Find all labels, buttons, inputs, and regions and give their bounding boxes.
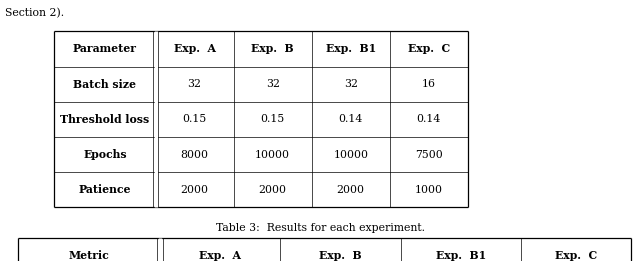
Text: Batch size: Batch size	[74, 79, 136, 90]
Text: Patience: Patience	[79, 184, 131, 195]
Text: 1000: 1000	[415, 185, 443, 195]
Text: 16: 16	[422, 79, 436, 89]
Text: 0.14: 0.14	[339, 114, 363, 124]
Text: Epochs: Epochs	[83, 149, 127, 160]
Text: Exp.  C: Exp. C	[408, 43, 450, 55]
Text: 0.14: 0.14	[417, 114, 441, 124]
Text: Section 2).: Section 2).	[5, 8, 64, 18]
Text: 8000: 8000	[180, 150, 209, 160]
Text: 32: 32	[188, 79, 202, 89]
Text: 10000: 10000	[255, 150, 290, 160]
Text: Metric: Metric	[68, 250, 109, 261]
Text: Exp.  B1: Exp. B1	[436, 250, 486, 261]
Text: 2000: 2000	[259, 185, 287, 195]
Text: 0.15: 0.15	[260, 114, 285, 124]
Text: 2000: 2000	[180, 185, 209, 195]
Text: Table 3:  Results for each experiment.: Table 3: Results for each experiment.	[216, 223, 424, 233]
Text: 32: 32	[266, 79, 280, 89]
Text: 7500: 7500	[415, 150, 443, 160]
Text: 32: 32	[344, 79, 358, 89]
Text: Exp.  A: Exp. A	[173, 43, 216, 55]
Text: Exp.  B: Exp. B	[319, 250, 362, 261]
Text: 10000: 10000	[333, 150, 368, 160]
Text: Exp.  A: Exp. A	[199, 250, 241, 261]
Text: 2000: 2000	[337, 185, 365, 195]
Text: Exp.  C: Exp. C	[555, 250, 597, 261]
Text: Exp.  B: Exp. B	[252, 43, 294, 55]
Text: Exp.  B1: Exp. B1	[326, 43, 376, 55]
Text: Parameter: Parameter	[73, 43, 137, 55]
Text: Threshold loss: Threshold loss	[60, 114, 150, 125]
Text: 0.15: 0.15	[182, 114, 207, 124]
